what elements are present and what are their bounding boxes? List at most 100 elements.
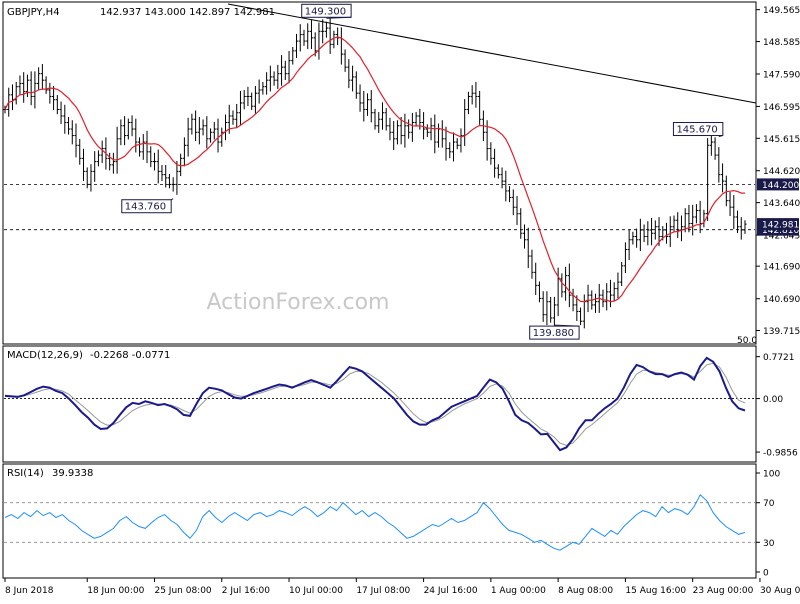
price-bar — [175, 160, 179, 195]
time-axis-label: 8 Aug 08:00 — [558, 586, 613, 596]
rsi-pane: RSI(14) 39.9338 100 70 30 0 — [2, 463, 780, 579]
svg-text:149.300: 149.300 — [305, 6, 346, 17]
price-bar — [635, 228, 639, 248]
price-bar — [507, 186, 512, 203]
rsi-axis-label: 0 — [763, 569, 769, 579]
price-bar — [414, 112, 418, 127]
price-bar — [194, 110, 198, 142]
price-bar — [373, 108, 377, 130]
price-bar — [291, 46, 295, 65]
price-bar — [231, 110, 235, 125]
price-bar — [511, 189, 515, 216]
price-bar — [519, 208, 523, 239]
ohlc-label: 142.937 143.000 142.897 142.981 — [100, 7, 275, 18]
price-bar — [74, 123, 78, 158]
time-axis-label: 1 Aug 00:00 — [491, 586, 546, 596]
price-bar — [586, 284, 590, 313]
price-bar — [33, 71, 37, 109]
price-bar — [489, 142, 493, 165]
price-bar — [672, 215, 676, 232]
rsi-axis-label: 30 — [763, 539, 775, 549]
price-bar — [369, 90, 373, 123]
price-bar — [530, 249, 534, 279]
price-bar — [732, 195, 736, 230]
price-bar — [354, 71, 358, 99]
level-tag-box — [757, 178, 799, 191]
price-bar — [522, 224, 527, 249]
price-bar — [552, 296, 556, 326]
price-axis-label: 144.620 — [763, 167, 800, 177]
price-axis-label: 139.715 — [763, 327, 800, 337]
price-bar — [182, 137, 186, 167]
price-bar — [410, 112, 414, 142]
price-bar — [265, 72, 269, 95]
price-axis-label: 142.645 — [763, 232, 800, 242]
rsi-line — [4, 493, 746, 551]
price-axis-label: 149.565 — [763, 6, 800, 16]
macd-line — [4, 356, 746, 452]
price-bar — [205, 116, 209, 149]
ma-label: 50.0 — [737, 336, 757, 346]
price-bar — [261, 81, 265, 95]
price-bar — [29, 71, 33, 106]
price-bar — [350, 65, 355, 92]
rsi-axis-label: 100 — [763, 470, 780, 480]
rsi-title: RSI(14) — [7, 468, 44, 479]
price-bar — [620, 261, 624, 287]
price-bar — [478, 90, 482, 125]
price-bar — [492, 148, 497, 178]
price-bar — [324, 21, 329, 38]
rsi-axis-label: 70 — [763, 499, 775, 509]
rsi-levels — [4, 502, 755, 543]
price-bar — [664, 222, 669, 244]
price-bar — [283, 60, 287, 81]
price-bar — [253, 86, 258, 114]
price-bar — [564, 266, 568, 301]
price-bar — [179, 153, 183, 177]
price-bar — [399, 116, 403, 145]
price-bar — [235, 103, 239, 129]
time-axis: 8 Jun 2018 18 Jun 00:00 25 Jun 08:00 2 Jul … — [4, 578, 800, 596]
price-bar — [470, 85, 474, 105]
time-axis-label: 25 Jun 08:00 — [154, 586, 211, 596]
price-bar — [728, 191, 732, 216]
price-bar — [141, 134, 145, 160]
price-bar — [59, 101, 63, 124]
price-bar — [384, 108, 388, 131]
price-bar — [474, 81, 478, 108]
price-bar — [89, 164, 93, 192]
time-axis-label: 10 Jul 00:00 — [289, 586, 343, 596]
price-bar — [160, 165, 164, 181]
price-bar — [93, 151, 97, 182]
price-bar — [70, 120, 74, 145]
macd-signal-line — [4, 362, 746, 446]
price-bar — [425, 124, 429, 138]
price-bar — [541, 291, 545, 322]
price-bar — [134, 118, 138, 153]
price-bar — [85, 167, 89, 189]
price-bar — [343, 49, 347, 72]
price-axis-label: 143.640 — [763, 199, 800, 209]
price-bar — [216, 118, 220, 153]
price-bar — [365, 93, 370, 116]
price-bar — [534, 262, 538, 295]
moving-average-line — [4, 36, 745, 303]
price-bar — [362, 90, 366, 122]
price-axis-label: 141.690 — [763, 263, 800, 273]
price-bar — [55, 94, 59, 115]
macd-title: MACD(12,26,9) — [7, 350, 83, 361]
price-bar — [238, 90, 243, 125]
price-bar — [429, 117, 433, 141]
price-bar — [137, 137, 142, 157]
price-bar — [130, 115, 134, 137]
price-bar — [250, 92, 254, 111]
price-annotation: 149.300 — [301, 3, 352, 19]
price-bar — [739, 217, 743, 240]
price-bar — [500, 167, 504, 189]
time-axis-label: 24 Jul 16:00 — [424, 586, 478, 596]
price-bar — [496, 164, 500, 179]
macd-readout: -0.2268 -0.0771 — [90, 350, 170, 361]
price-bar — [388, 117, 392, 141]
price-bar — [421, 112, 426, 140]
price-bar — [313, 32, 317, 57]
